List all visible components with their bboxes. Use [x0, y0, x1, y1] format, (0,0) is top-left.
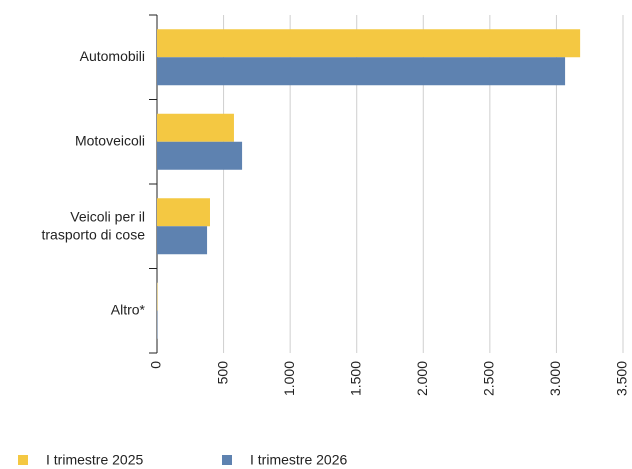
legend-swatch	[222, 455, 232, 465]
bar	[157, 113, 234, 142]
bar	[157, 141, 243, 170]
y-tick-label: Motoveicoli	[75, 132, 145, 148]
bar	[157, 198, 210, 227]
legend-label: I trimestre 2026	[250, 452, 347, 468]
x-tick-label: 3.000	[547, 361, 563, 396]
y-tick-label: Automobili	[80, 48, 145, 64]
x-tick-label: 1.000	[281, 361, 297, 396]
legend-swatch	[18, 455, 28, 465]
x-tick-label: 3.500	[614, 361, 630, 396]
label-line: Veicoli per il	[70, 208, 145, 224]
bar	[157, 29, 581, 58]
bar	[157, 57, 566, 86]
x-tick-label: 2.000	[414, 361, 430, 396]
legend-label: I trimestre 2025	[46, 452, 143, 468]
x-tick-label: 0	[148, 361, 164, 369]
bar	[157, 226, 208, 255]
y-tick-label: Veicoli per il trasporto di cose	[42, 208, 146, 242]
x-tick-label: 500	[214, 361, 230, 385]
x-tick-label: 2.500	[481, 361, 497, 396]
x-tick-label: 1.500	[347, 361, 363, 396]
label-line: trasporto di cose	[42, 226, 146, 242]
y-tick-label: Altro*	[111, 301, 146, 317]
